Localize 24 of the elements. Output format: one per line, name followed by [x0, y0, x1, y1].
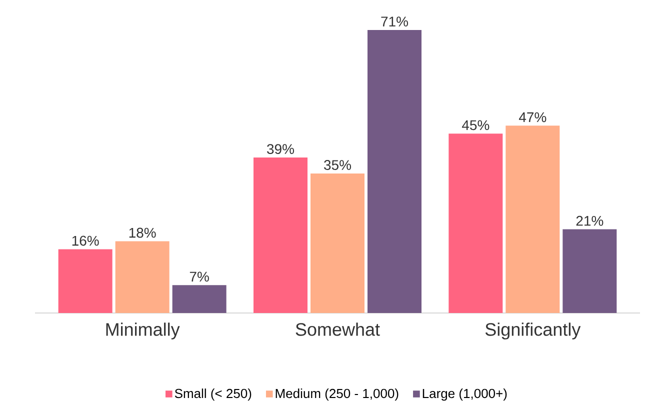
bar: [172, 285, 226, 313]
bar: [254, 158, 308, 313]
bar: [368, 30, 422, 313]
x-tick-label: Minimally: [106, 322, 180, 340]
data-label: 45%: [462, 120, 490, 130]
legend-label: Large (1,000+): [422, 388, 507, 401]
bar: [115, 241, 170, 313]
data-label: 47%: [518, 112, 546, 122]
bar: [506, 126, 560, 313]
data-label: 16%: [72, 236, 99, 246]
x-tick-label: Significantly: [485, 322, 581, 340]
bar: [448, 134, 503, 313]
data-label: 71%: [381, 16, 408, 26]
data-label: 39%: [267, 144, 294, 154]
bar: [562, 229, 617, 313]
data-label: 7%: [190, 272, 209, 282]
bar: [310, 173, 365, 313]
bar: [58, 249, 112, 313]
legend-label: Small (< 250): [174, 388, 252, 401]
data-label: 18%: [129, 228, 156, 238]
legend-label: Medium (250 - 1,000): [276, 388, 398, 401]
data-label: 35%: [324, 160, 352, 170]
x-tick-label: Somewhat: [296, 322, 380, 336]
data-label: 21%: [576, 216, 604, 226]
